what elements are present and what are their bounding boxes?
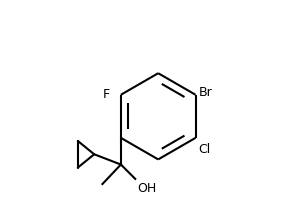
Text: Cl: Cl xyxy=(199,143,211,156)
Text: F: F xyxy=(103,88,110,101)
Text: OH: OH xyxy=(137,182,157,195)
Text: Br: Br xyxy=(199,86,212,99)
